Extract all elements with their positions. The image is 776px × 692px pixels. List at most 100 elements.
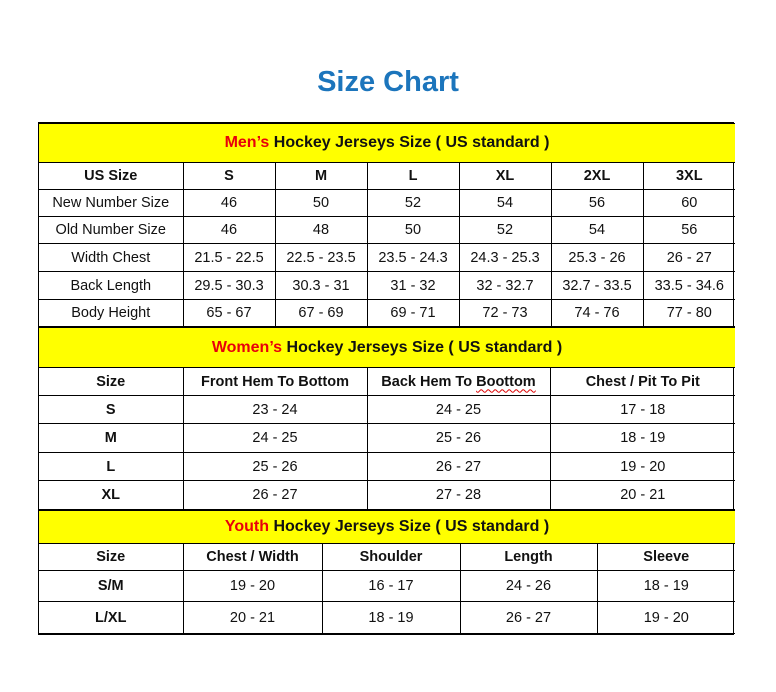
section-label: Hockey Jerseys Size ( US standard ) [282, 338, 563, 356]
table-cell: 26 - 27 [182, 480, 368, 510]
column-header: Sleeve [596, 543, 736, 571]
column-header-text: Length [504, 549, 553, 565]
table-row: Back Length 29.5 - 30.3 30.3 - 31 31 - 32 32… [39, 271, 736, 300]
row-label: XL [39, 480, 184, 510]
table-cell: 60 [642, 189, 736, 217]
table-cell: 21.5 - 22.5 [182, 243, 276, 272]
row-label: S [39, 395, 184, 424]
column-header-text: Shoulder [359, 549, 423, 565]
row-label: Body Height [39, 299, 184, 327]
table-cell: 65 - 67 [182, 299, 276, 327]
table-cell: 22.5 - 23.5 [274, 243, 368, 272]
mens-size-table: Men’s Hockey Jerseys Size ( US standard … [39, 123, 736, 327]
column-header: 2XL [550, 162, 644, 190]
column-header-text: US Size [84, 168, 138, 184]
table-cell: 30.3 - 31 [274, 271, 368, 300]
column-header-text: 3XL [675, 168, 703, 184]
table-cell: 32.7 - 33.5 [550, 271, 644, 300]
table-cell: 24 - 26 [459, 570, 598, 602]
row-label: S/M [39, 570, 184, 602]
table-cell: 27 - 28 [366, 480, 551, 510]
table-row: Width Chest 21.5 - 22.5 22.5 - 23.5 23.5 - … [39, 243, 736, 272]
table-row: New Number Size 46 50 52 54 56 60 [39, 189, 736, 217]
table-cell: 16 - 17 [321, 570, 461, 602]
table-cell: 23 - 24 [182, 395, 368, 424]
table-cell: 26 - 27 [366, 452, 551, 481]
column-header: US Size [39, 162, 184, 190]
column-header-text: Size [96, 373, 126, 390]
row-label: Back Length [39, 271, 184, 300]
column-header-text: Front Hem To Bottom [201, 373, 349, 390]
row-label: L/XL [39, 601, 184, 634]
table-cell: 19 - 20 [596, 601, 736, 634]
table-cell: 18 - 19 [549, 423, 736, 453]
table-cell: 46 [182, 216, 276, 244]
column-header: Front Hem To Bottom [182, 367, 368, 396]
table-cell: 46 [182, 189, 276, 217]
table-row: Old Number Size 46 48 50 52 54 56 [39, 216, 736, 244]
table-cell: 50 [274, 189, 368, 217]
table-cell: 20 - 21 [549, 480, 736, 510]
section-accent: Men’s [224, 134, 270, 151]
table-row: S/M 19 - 20 16 - 17 24 - 26 18 - 19 [39, 570, 736, 602]
row-label: L [39, 452, 184, 481]
womens-size-table: Women’s Hockey Jerseys Size ( US standar… [39, 327, 736, 510]
column-header: L [366, 162, 460, 190]
column-header: Length [459, 543, 598, 571]
table-cell: 25 - 26 [182, 452, 368, 481]
table-cell: 31 - 32 [366, 271, 460, 300]
column-header-text: Back Hem To Boottom [381, 373, 536, 390]
table-cell: 72 - 73 [458, 299, 552, 327]
column-header: M [274, 162, 368, 190]
table-cell: 19 - 20 [182, 570, 323, 602]
table-cell: 52 [458, 216, 552, 244]
table-cell: 24 - 25 [182, 423, 368, 453]
table-cell: 29.5 - 30.3 [182, 271, 276, 300]
table-cell: 67 - 69 [274, 299, 368, 327]
row-label: New Number Size [39, 189, 184, 217]
table-cell: 33.5 - 34.6 [642, 271, 736, 300]
womens-section-title: Women’s Hockey Jerseys Size ( US standar… [39, 327, 736, 368]
youth-section-title: Youth Hockey Jerseys Size ( US standard … [39, 510, 736, 544]
column-header-text: M [314, 168, 328, 184]
size-chart-table: Men’s Hockey Jerseys Size ( US standard … [38, 122, 736, 635]
column-header: 3XL [642, 162, 736, 190]
table-cell: 24.3 - 25.3 [458, 243, 552, 272]
table-cell: 26 - 27 [642, 243, 736, 272]
column-header: Chest / Width [182, 543, 323, 571]
table-cell: 17 - 18 [549, 395, 736, 424]
table-cell: 25.3 - 26 [550, 243, 644, 272]
table-cell: 50 [366, 216, 460, 244]
table-row: L 25 - 26 26 - 27 19 - 20 [39, 452, 736, 481]
column-header-text: XL [495, 168, 515, 184]
table-cell: 26 - 27 [459, 601, 598, 634]
column-header-text: S [224, 168, 234, 184]
table-row: M 24 - 25 25 - 26 18 - 19 [39, 423, 736, 453]
row-label: Width Chest [39, 243, 184, 272]
page-title: Size Chart [317, 66, 459, 98]
table-cell: 54 [458, 189, 552, 217]
table-row: XL 26 - 27 27 - 28 20 - 21 [39, 480, 736, 510]
column-header-text: Chest / Width [206, 549, 299, 565]
table-row: L/XL 20 - 21 18 - 19 26 - 27 19 - 20 [39, 601, 736, 634]
table-row: Body Height 65 - 67 67 - 69 69 - 71 72 - 73 7… [39, 299, 736, 327]
header-row: US Size S M L XL 2XL 3XL [39, 162, 736, 190]
column-header: S [182, 162, 276, 190]
header-row: Size Front Hem To Bottom Back Hem To Boott… [39, 367, 736, 396]
column-header-text: Size [96, 549, 126, 565]
table-cell: 25 - 26 [366, 423, 551, 453]
header-row: Size Chest / Width Shoulder Length Sleeve [39, 543, 736, 571]
table-cell: 54 [550, 216, 644, 244]
section-label: Hockey Jerseys Size ( US standard ) [269, 518, 550, 535]
table-cell: 56 [550, 189, 644, 217]
table-cell: 77 - 80 [642, 299, 736, 327]
table-cell: 56 [642, 216, 736, 244]
column-header-text: Sleeve [643, 549, 690, 565]
row-label: Old Number Size [39, 216, 184, 244]
column-header: Shoulder [321, 543, 461, 571]
table-cell: 69 - 71 [366, 299, 460, 327]
column-header: Chest / Pit To Pit [549, 367, 736, 396]
table-cell: 18 - 19 [321, 601, 461, 634]
table-cell: 52 [366, 189, 460, 217]
column-header-text: L [408, 168, 418, 184]
